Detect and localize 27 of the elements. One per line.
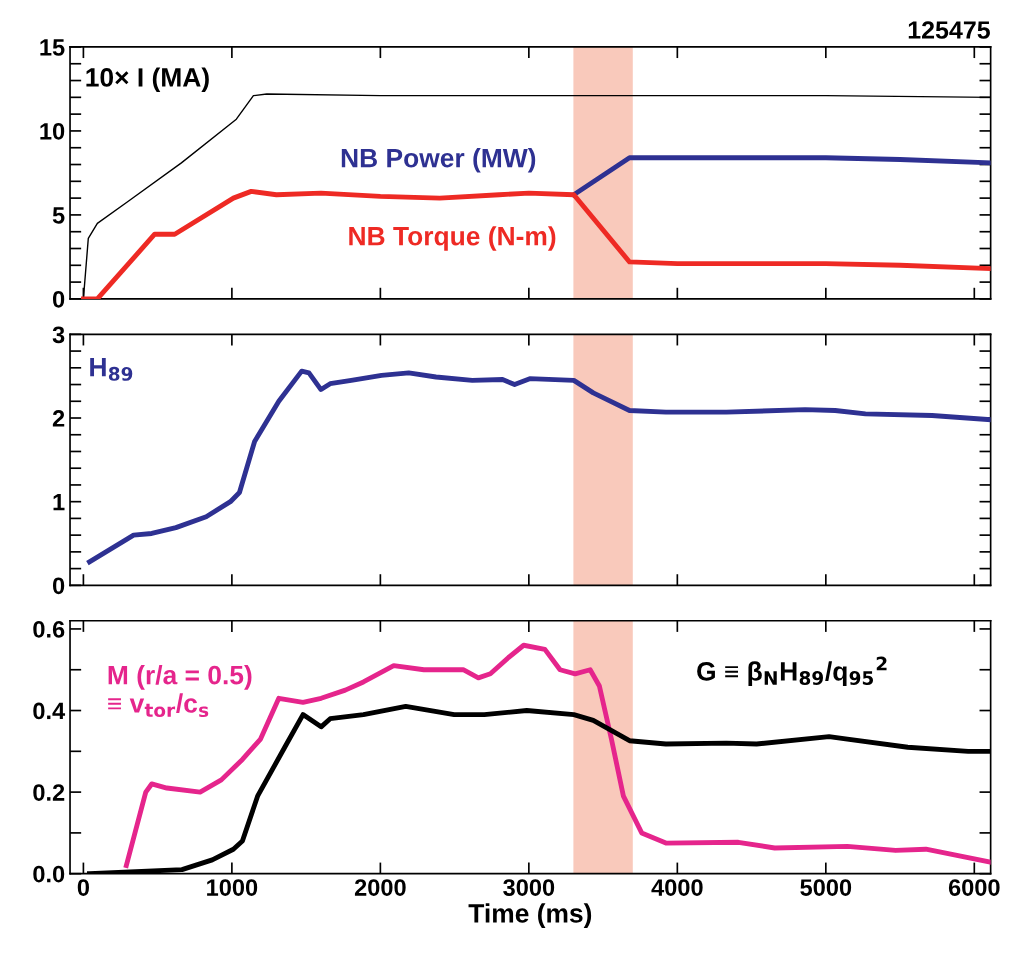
y-tick-label: 0.6 — [33, 621, 65, 638]
x-tick-label: 3000 — [503, 879, 555, 896]
series-label: M (r/a = 0.5) ≡ v$_{tor}$/c$_{s}$ — [108, 665, 252, 718]
y-tick-label: 0 — [52, 577, 65, 595]
y-tick-label: 0.4 — [33, 702, 66, 720]
text: H$_{89}$ — [90, 358, 133, 381]
y-tick-label: 0.2 — [33, 784, 65, 801]
x-axis-title: Time (ms) — [468, 903, 592, 928]
legend-label: G ≡ β$_{N}$H$_{89}$/q$_{95}$$^{2}$ — [697, 656, 887, 686]
y-tick-label: 15 — [40, 39, 65, 56]
y-tick-label: 3 — [52, 326, 65, 344]
y-tick-label: 10 — [40, 122, 65, 140]
series-label: NB Torque (N-m) — [349, 226, 556, 251]
series-label: NB Power (MW) — [341, 148, 536, 173]
y-tick-label: 0.0 — [33, 865, 65, 883]
y-tick-label: 5 — [52, 207, 65, 224]
x-tick-label: 5000 — [800, 879, 852, 896]
y-tick-label: 1 — [53, 493, 65, 511]
chart-title: 125475 — [908, 21, 990, 39]
y-tick-label: 0 — [52, 290, 65, 308]
x-tick-label: 2000 — [354, 879, 406, 896]
x-tick-label: 0 — [77, 879, 89, 896]
x-tick-label: 6000 — [948, 879, 1000, 896]
x-tick-label: 4000 — [651, 879, 703, 896]
y-tick-label: 2 — [52, 410, 65, 427]
x-tick-label: 1000 — [207, 879, 258, 896]
legend-label: 10× I (MA) — [86, 67, 209, 92]
